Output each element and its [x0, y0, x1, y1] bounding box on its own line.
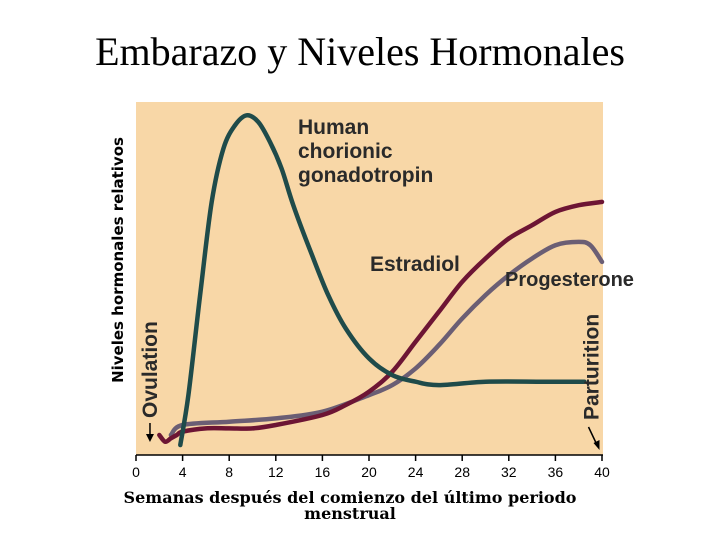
- page-title: Embarazo y Niveles Hormonales: [95, 29, 625, 74]
- x-tick-label: 40: [594, 464, 610, 480]
- x-axis-label: Semanas después del comienzo del último …: [123, 488, 577, 523]
- series-lines: [157, 113, 605, 448]
- x-tick-label: 28: [454, 464, 470, 480]
- y-axis-label: Niveles hormonales relativos: [109, 137, 127, 383]
- x-tick-label: 8: [225, 464, 233, 480]
- ovulation-label: Ovulation: [139, 321, 162, 418]
- x-tick-label: 24: [408, 464, 424, 480]
- x-tick-label: 36: [548, 464, 564, 480]
- hcg-line: [178, 113, 587, 448]
- x-tick-label: 32: [501, 464, 517, 480]
- ovulation-arrow-head: [145, 434, 154, 442]
- progesterone-line: [168, 239, 605, 438]
- parturition-label: Parturition: [581, 314, 604, 420]
- x-axis: 0 4 8 12 16 20 24 28 32 36 40: [132, 454, 610, 480]
- y-axis-label-container: Niveles hormonales relativos: [96, 100, 140, 420]
- x-tick-label: 20: [361, 464, 377, 480]
- x-tick-label: 0: [132, 464, 140, 480]
- estradiol-line: [157, 199, 605, 444]
- x-tick-label: 12: [268, 464, 284, 480]
- hcg-label-line: gonadotropin: [298, 164, 433, 187]
- x-tick-label: 4: [179, 464, 187, 480]
- parturition-arrow-head: [593, 440, 600, 450]
- hcg-label-line: Human: [298, 116, 369, 139]
- x-tick-label: 16: [315, 464, 331, 480]
- progesterone-label: Progesterone: [505, 269, 634, 291]
- hcg-label-line: chorionic: [298, 140, 393, 163]
- estradiol-label: Estradiol: [370, 253, 460, 276]
